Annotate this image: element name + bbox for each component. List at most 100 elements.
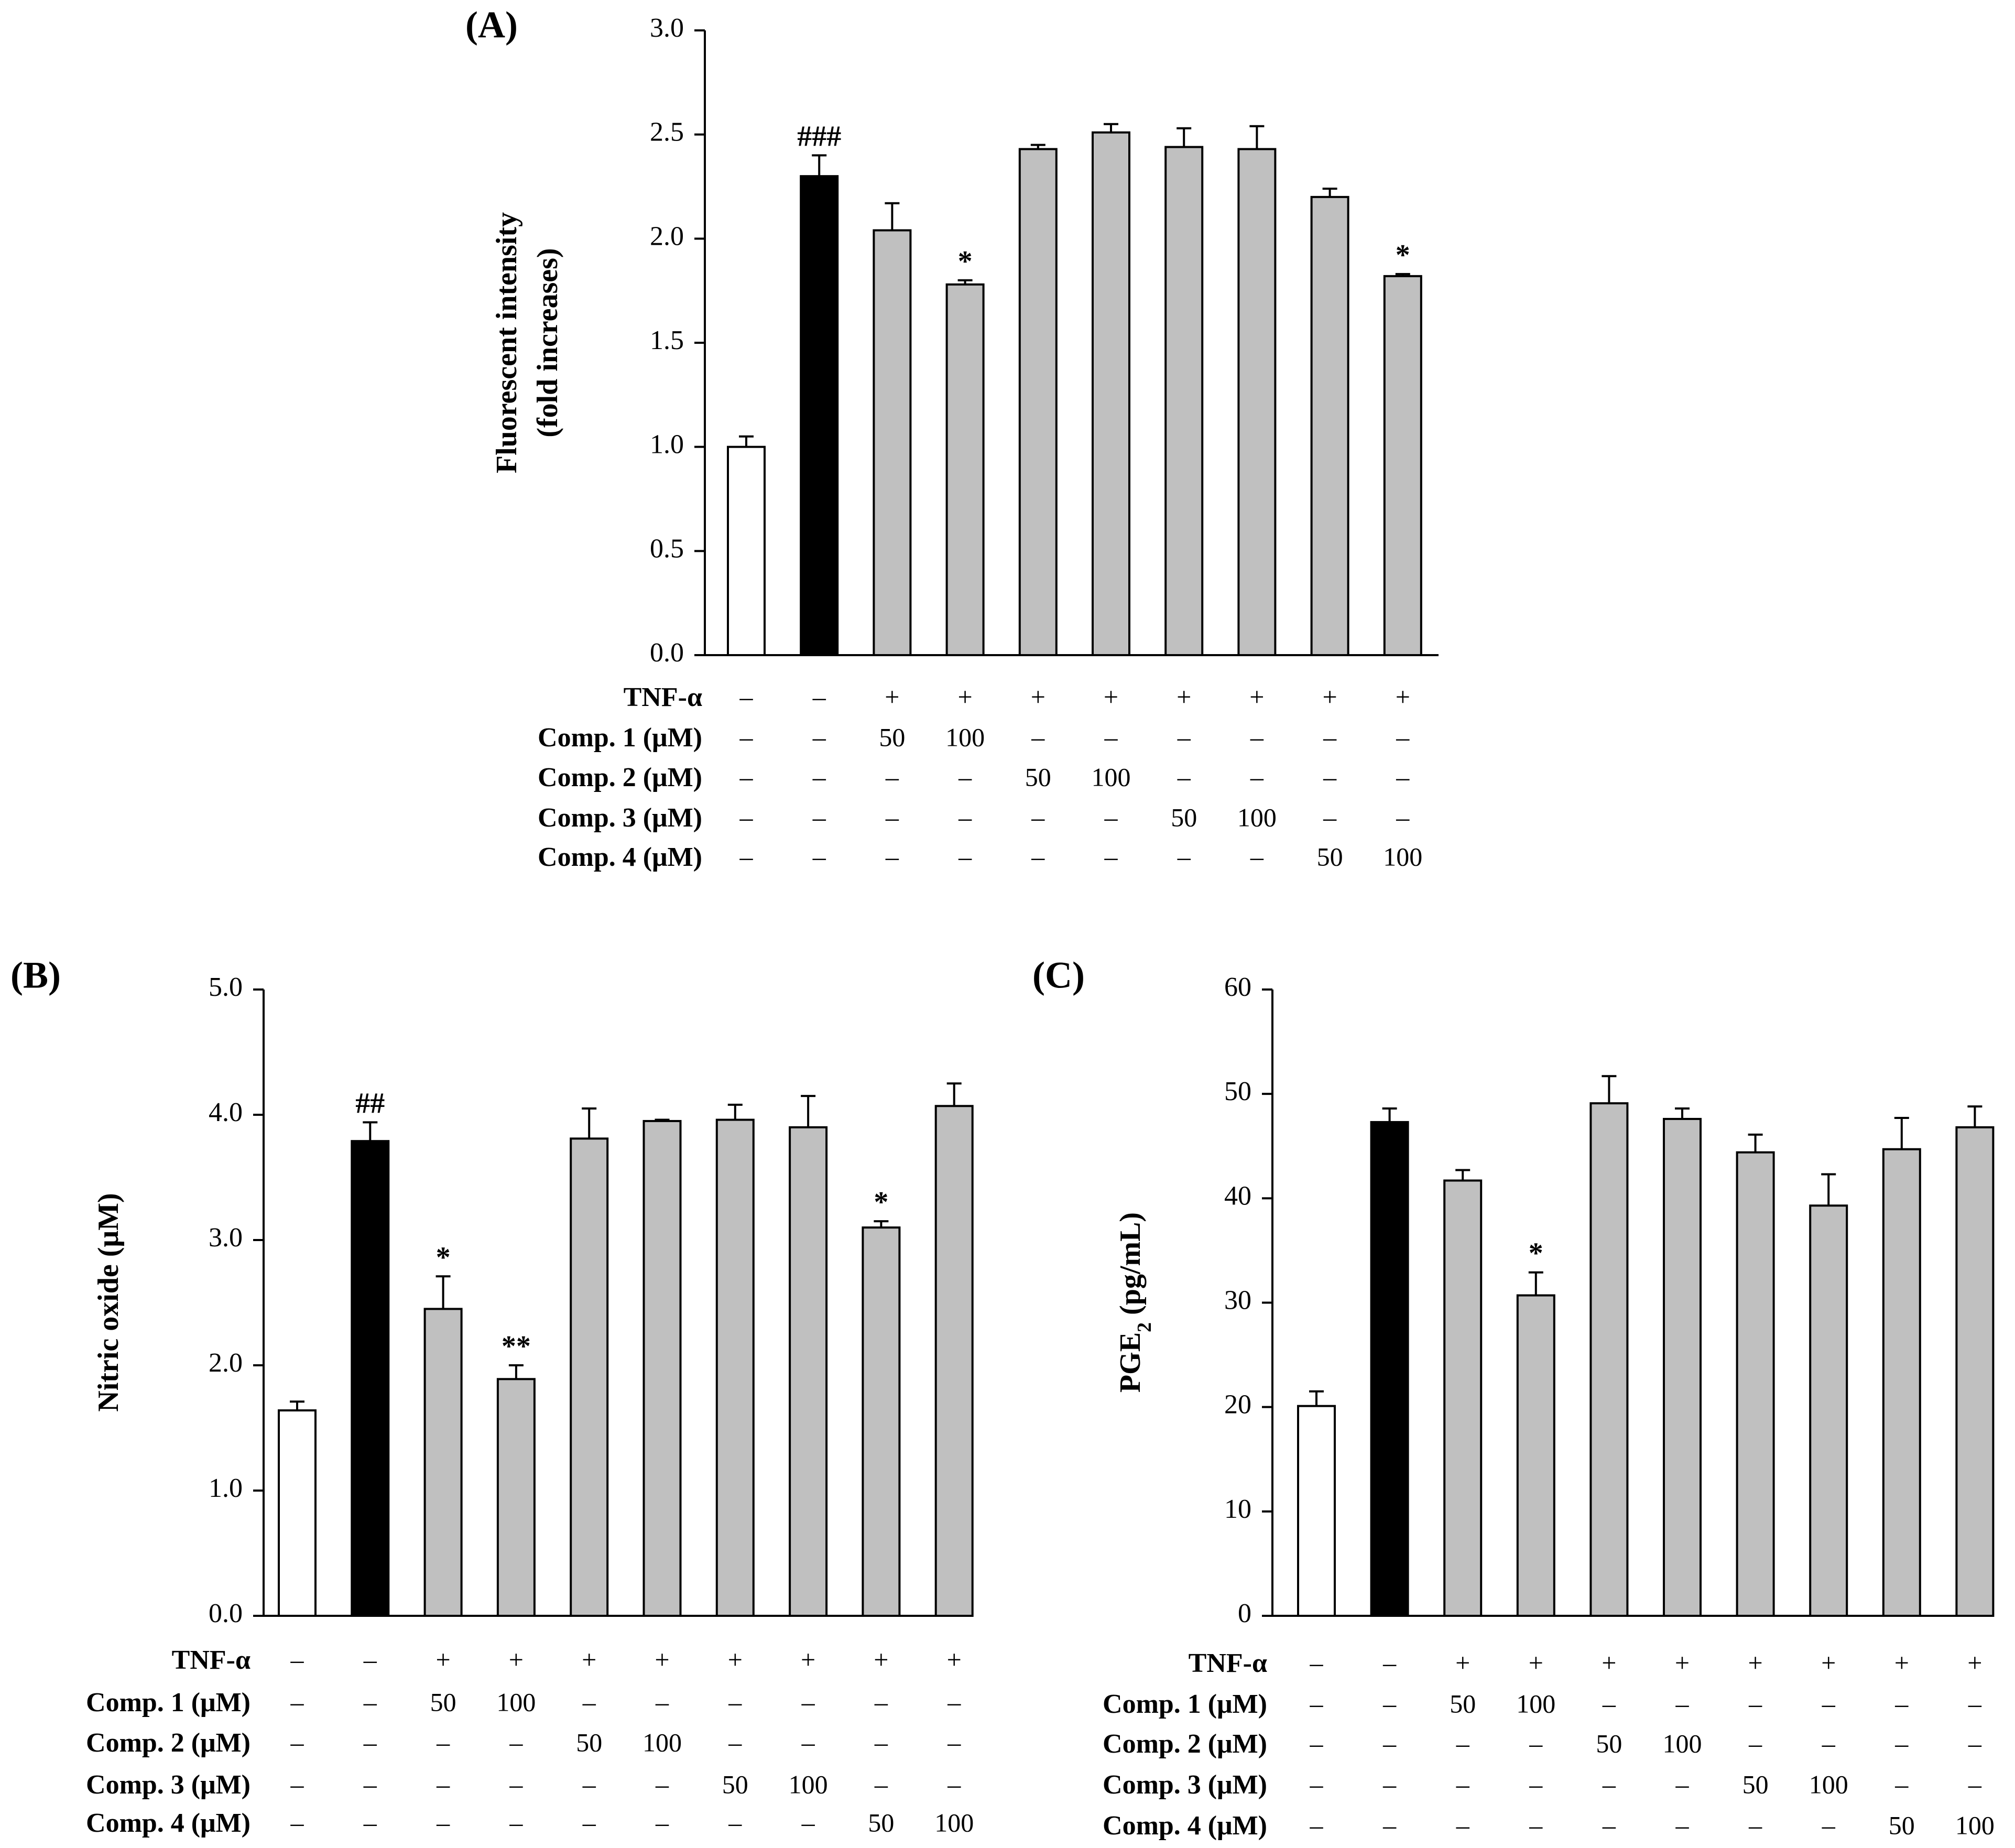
panel-label: (C) [1032, 954, 1085, 996]
y-axis-title: PGE2 (pg/mL) [1114, 1212, 1156, 1393]
treatment-cell: – [655, 1687, 669, 1716]
treatment-cell: + [509, 1645, 524, 1674]
y-tick-label: 1.5 [650, 325, 684, 355]
bar [642, 1119, 682, 1617]
treatment-row-label: Comp. 2 (μM) [538, 763, 702, 792]
bar [789, 1126, 828, 1617]
treatment-cell: + [655, 1645, 669, 1674]
treatment-cell: – [1968, 1769, 1982, 1799]
bar [873, 229, 912, 656]
treatment-cell: – [1031, 802, 1045, 832]
bar [351, 1140, 390, 1617]
treatment-cell: – [1894, 1769, 1909, 1799]
treatment-cell: 50 [879, 722, 905, 752]
bar [1882, 1148, 1921, 1617]
treatment-cell: + [1821, 1648, 1836, 1677]
treatment-cell: – [801, 1808, 815, 1837]
treatment-cell: – [363, 1727, 377, 1757]
treatment-cell: – [1822, 1729, 1836, 1758]
y-tick-label: 60 [1224, 972, 1251, 1002]
treatment-row-label: Comp. 3 (μM) [1103, 1770, 1267, 1800]
treatment-cell: – [812, 802, 826, 832]
treatment-cell: – [1894, 1729, 1909, 1758]
treatment-cell: – [436, 1808, 450, 1837]
treatment-cell: 100 [1092, 762, 1131, 791]
treatment-cell: – [1250, 842, 1264, 871]
treatment-cell: – [885, 762, 899, 791]
treatment-cell: – [1529, 1729, 1543, 1758]
treatment-cell: + [1104, 682, 1118, 711]
significance-label: * [1529, 1237, 1543, 1270]
treatment-cell: – [739, 762, 754, 791]
bar [570, 1137, 609, 1617]
bar [1310, 195, 1349, 657]
treatment-cell: + [1967, 1648, 1982, 1677]
significance-label: * [958, 245, 973, 278]
treatment-cell: – [1748, 1689, 1762, 1718]
y-axis-title-main: PGE [1114, 1332, 1147, 1393]
treatment-cell: – [947, 1687, 961, 1716]
treatment-cell: – [812, 842, 826, 871]
treatment-cell: + [1894, 1648, 1909, 1677]
treatment-cell: – [1456, 1729, 1470, 1758]
bar [727, 445, 766, 657]
treatment-cell: – [1310, 1729, 1324, 1758]
y-tick-label: 4.0 [209, 1097, 243, 1127]
treatment-cell: 100 [1237, 802, 1277, 832]
y-tick-label: 20 [1224, 1390, 1251, 1420]
treatment-cell: 100 [934, 1808, 974, 1837]
treatment-cell: – [290, 1687, 304, 1716]
treatment-cell: – [1396, 802, 1410, 832]
treatment-cell: – [1177, 762, 1191, 791]
treatment-cell: – [1104, 842, 1118, 871]
treatment-cell: 100 [1955, 1810, 1995, 1840]
treatment-cell: + [435, 1645, 450, 1674]
treatment-cell: 100 [945, 722, 985, 752]
treatment-cell: – [1675, 1689, 1690, 1718]
bar [1809, 1204, 1848, 1617]
treatment-row-label: TNF-α [1189, 1648, 1267, 1678]
treatment-cell: – [885, 842, 899, 871]
bar [1018, 148, 1058, 657]
treatment-cell: – [728, 1687, 742, 1716]
treatment-cell: 50 [1450, 1689, 1476, 1718]
treatment-cell: – [1968, 1729, 1982, 1758]
bar [1297, 1405, 1336, 1617]
chart-b: (B) Nitric oxide (μM) 0.0 1.0 2.0 3.0 4.0 5.0 ##… [10, 954, 974, 1838]
significance-label: ** [502, 1330, 531, 1363]
treatment-cell: + [1396, 682, 1410, 711]
treatment-cell: 100 [642, 1727, 682, 1757]
treatment-cell: – [739, 802, 754, 832]
bar [1443, 1179, 1483, 1617]
treatment-cell: – [1382, 1769, 1397, 1799]
bar [1663, 1117, 1702, 1617]
treatment-cell: – [436, 1727, 450, 1757]
treatment-row-label: TNF-α [624, 682, 702, 712]
y-tick-label: 40 [1224, 1181, 1251, 1211]
treatment-cell: – [655, 1808, 669, 1837]
significance-label: * [874, 1186, 888, 1219]
bar [1516, 1294, 1555, 1617]
treatment-cell: – [509, 1727, 523, 1757]
treatment-cell: + [874, 1645, 888, 1674]
treatment-row-label: Comp. 4 (μM) [86, 1808, 250, 1838]
y-tick-label: 0.0 [650, 638, 684, 668]
treatment-cell: – [1675, 1769, 1690, 1799]
bar [1383, 275, 1422, 656]
treatment-cell: 50 [1171, 802, 1197, 832]
treatment-row-label: Comp. 1 (μM) [1103, 1689, 1267, 1719]
bar [1589, 1102, 1629, 1617]
treatment-cell: – [1456, 1769, 1470, 1799]
y-tick-label: 10 [1224, 1494, 1251, 1524]
treatment-cell: + [1249, 682, 1264, 711]
treatment-cell: – [1104, 802, 1118, 832]
treatment-cell: – [874, 1727, 888, 1757]
significance-label: * [436, 1241, 451, 1274]
bar [1092, 131, 1130, 656]
y-axis-title: Fluorescent intensity [491, 212, 523, 473]
treatment-cell: – [801, 1687, 815, 1716]
treatment-cell: + [1675, 1648, 1690, 1677]
treatment-cell: – [1310, 1689, 1324, 1718]
treatment-cell: – [958, 842, 972, 871]
treatment-cell: – [1822, 1810, 1836, 1840]
